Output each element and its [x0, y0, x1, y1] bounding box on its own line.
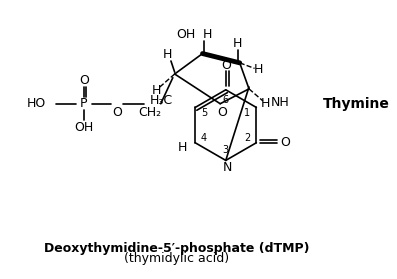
- Text: H₃C: H₃C: [150, 93, 173, 107]
- Text: H: H: [254, 63, 263, 76]
- Text: Deoxythymidine-5′-phosphate (dTMP): Deoxythymidine-5′-phosphate (dTMP): [44, 242, 309, 255]
- Text: O: O: [217, 105, 227, 119]
- Text: OH: OH: [74, 121, 93, 134]
- Text: O: O: [80, 74, 89, 87]
- Text: 4: 4: [201, 133, 207, 143]
- Text: O: O: [281, 136, 290, 149]
- Text: N: N: [223, 161, 232, 174]
- Text: OH: OH: [176, 28, 195, 40]
- Text: O: O: [112, 105, 122, 119]
- Text: 3: 3: [223, 145, 229, 155]
- Text: O: O: [221, 59, 231, 72]
- Text: Thymine: Thymine: [323, 97, 390, 111]
- Text: H: H: [151, 84, 161, 97]
- Text: H: H: [162, 48, 172, 61]
- Text: H: H: [177, 141, 187, 154]
- Text: CH₂: CH₂: [138, 105, 161, 119]
- Text: 5: 5: [201, 108, 207, 117]
- Text: H: H: [233, 37, 243, 50]
- Text: HO: HO: [27, 97, 46, 110]
- Text: 6: 6: [223, 95, 229, 105]
- Text: 2: 2: [245, 133, 251, 143]
- Text: 1: 1: [245, 108, 251, 117]
- Text: P: P: [80, 97, 87, 110]
- Text: (thymidylic acid): (thymidylic acid): [124, 252, 229, 265]
- Text: H: H: [261, 97, 270, 110]
- Text: H: H: [202, 28, 212, 40]
- Text: NH: NH: [271, 96, 290, 109]
